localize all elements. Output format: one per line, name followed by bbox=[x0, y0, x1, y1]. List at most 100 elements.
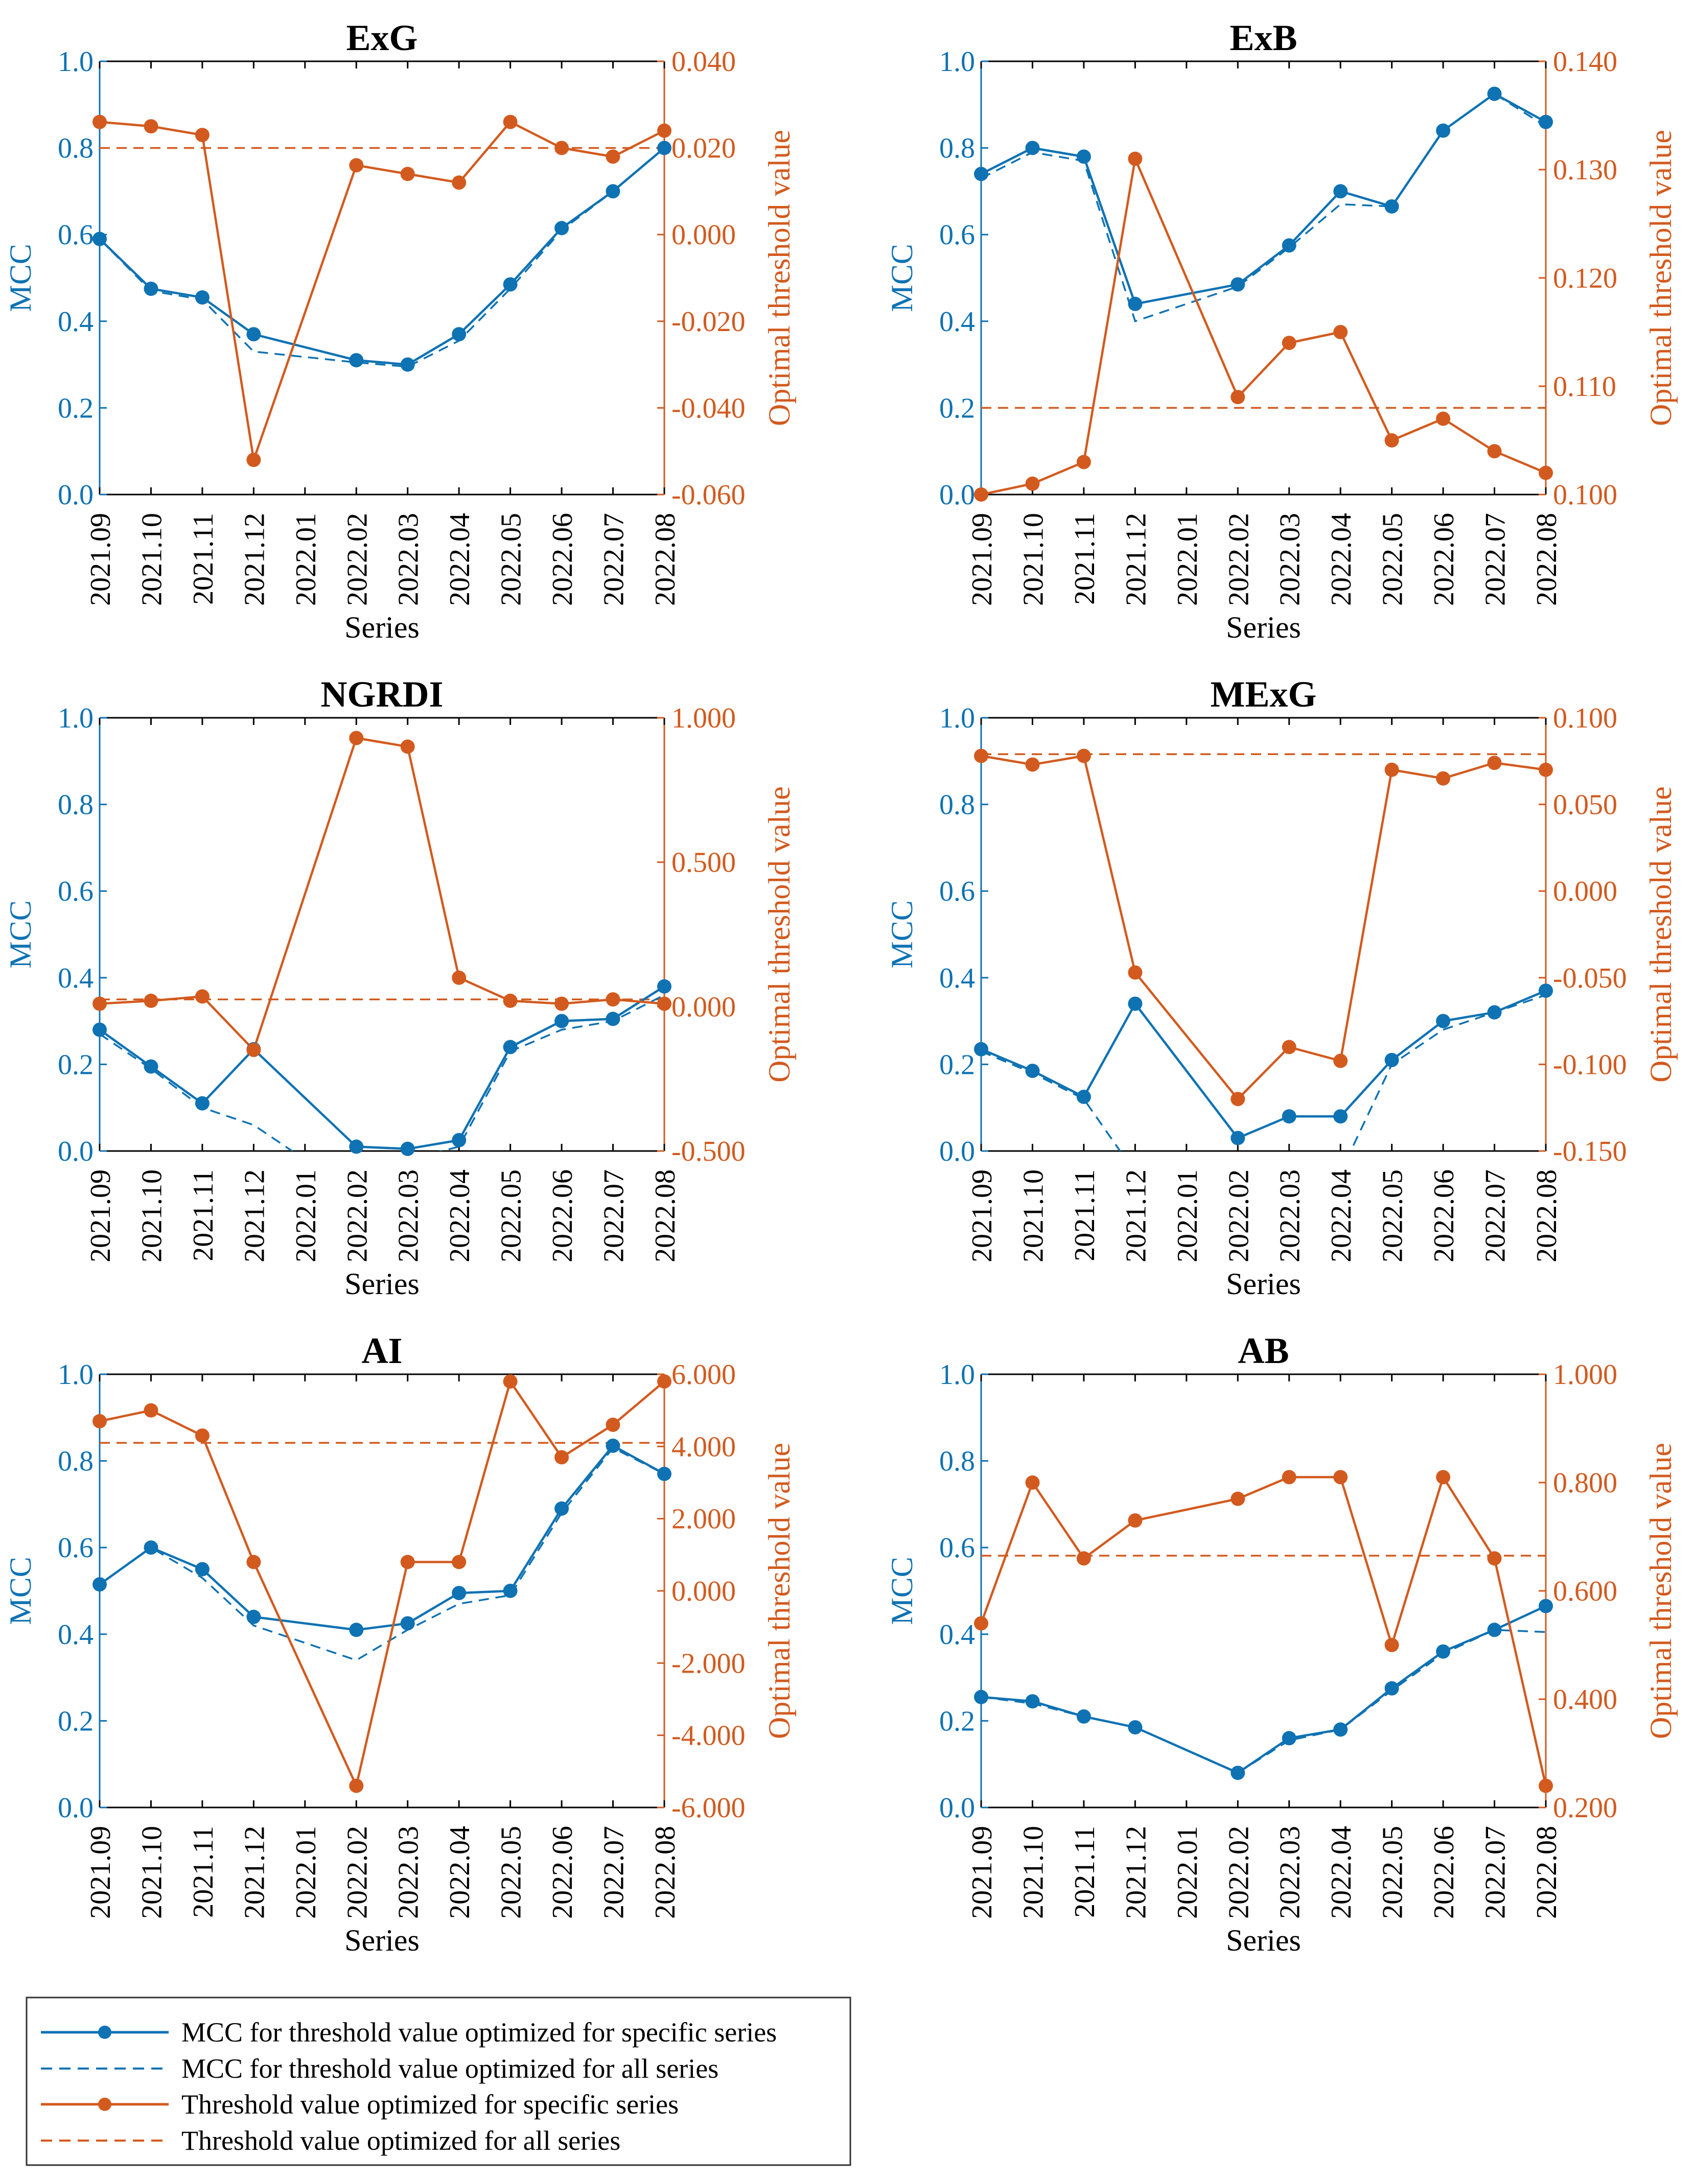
y-tick-label-left-ab: 1.0 bbox=[939, 1359, 975, 1391]
series-line-threshold-specific-mexg bbox=[981, 755, 1546, 1101]
y-tick-label-right-ngrdi: 0.000 bbox=[671, 991, 736, 1023]
y-tick-label-right-exg: -0.020 bbox=[671, 306, 746, 338]
data-point-threshold-specific-exb bbox=[1539, 465, 1553, 480]
data-point-threshold-specific-mexg bbox=[1436, 771, 1451, 786]
x-tick-label-ai: 2022.04 bbox=[444, 1826, 476, 1919]
data-point-threshold-specific-ab bbox=[1076, 1551, 1091, 1566]
series-line-threshold-specific-exb bbox=[981, 154, 1546, 495]
data-point-mcc-specific-mexg bbox=[1436, 1014, 1451, 1028]
data-point-mcc-specific-exg bbox=[554, 221, 569, 236]
data-point-mcc-specific-ai bbox=[503, 1584, 518, 1598]
y-tick-label-left-mexg: 0.6 bbox=[939, 876, 975, 907]
data-point-threshold-specific-exg bbox=[657, 123, 671, 138]
y-tick-label-left-ai: 0.0 bbox=[58, 1792, 94, 1824]
data-point-threshold-specific-ab bbox=[1231, 1491, 1245, 1506]
data-point-mcc-specific-ai bbox=[92, 1577, 107, 1592]
data-point-mcc-specific-mexg bbox=[1333, 1109, 1348, 1124]
y-tick-label-right-ab: 1.000 bbox=[1553, 1359, 1617, 1391]
legend-entry-threshold-all: Threshold value optimized for all series bbox=[41, 2125, 620, 2156]
y-tick-label-right-ngrdi: 1.000 bbox=[671, 702, 736, 734]
data-point-threshold-specific-exb bbox=[1025, 476, 1040, 491]
data-point-threshold-specific-exb bbox=[974, 487, 988, 502]
y-tick-label-right-mexg: 0.050 bbox=[1553, 789, 1617, 821]
series-group-exg bbox=[100, 120, 664, 460]
x-tick-label-ab: 2022.03 bbox=[1274, 1826, 1306, 1919]
data-point-threshold-specific-ab bbox=[1539, 1778, 1553, 1793]
x-tick-label-exb: 2022.05 bbox=[1377, 513, 1409, 606]
y-tick-label-left-ngrdi: 1.0 bbox=[58, 702, 94, 734]
x-tick-label-ab: 2021.12 bbox=[1120, 1826, 1152, 1919]
data-point-mcc-specific-ai bbox=[606, 1438, 620, 1453]
x-tick-label-ab: 2022.08 bbox=[1531, 1826, 1563, 1919]
x-axis-label-ngrdi: Series bbox=[344, 1267, 420, 1301]
data-point-threshold-specific-exb bbox=[1282, 336, 1296, 350]
series-line-threshold-specific-ngrdi bbox=[100, 737, 664, 1052]
data-point-threshold-specific-ngrdi bbox=[606, 992, 620, 1007]
data-point-threshold-specific-ngrdi bbox=[503, 994, 518, 1008]
y-tick-label-left-ai: 0.8 bbox=[58, 1446, 94, 1477]
x-tick-label-exg: 2021.10 bbox=[136, 513, 168, 606]
legend-label-threshold-specific: Threshold value optimized for specific s… bbox=[181, 2089, 679, 2120]
data-point-mcc-specific-exb bbox=[1282, 238, 1296, 253]
y-tick-label-left-exg: 1.0 bbox=[58, 46, 94, 78]
chart-title-mexg: MExG bbox=[1211, 674, 1317, 715]
y-tick-label-right-ai: 2.000 bbox=[671, 1504, 736, 1535]
data-point-mcc-specific-ab bbox=[1076, 1709, 1091, 1724]
data-point-mcc-specific-ab bbox=[1231, 1766, 1245, 1780]
y-tick-label-left-exb: 0.8 bbox=[939, 133, 975, 165]
y-tick-label-left-ngrdi: 0.2 bbox=[58, 1049, 94, 1081]
x-tick-label-exg: 2022.03 bbox=[393, 513, 425, 606]
panel-mexg: MExG 2021.09 2021.10 2021.11 2021.12 2022.01 2… bbox=[885, 674, 1678, 1301]
data-point-threshold-specific-mexg bbox=[1333, 1053, 1348, 1068]
series-group-ai bbox=[100, 1378, 664, 1790]
data-point-mcc-specific-exb bbox=[1487, 86, 1502, 101]
x-tick-label-exb: 2021.09 bbox=[966, 513, 998, 606]
y-tick-label-left-exb: 0.4 bbox=[939, 306, 975, 338]
data-point-threshold-specific-mexg bbox=[1384, 762, 1399, 777]
data-point-threshold-specific-exg bbox=[349, 158, 364, 173]
x-tick-label-mexg: 2022.05 bbox=[1377, 1169, 1409, 1262]
legend-entry-mcc-specific: MCC for threshold value optimized for sp… bbox=[41, 2017, 777, 2048]
legend-label-mcc-specific: MCC for threshold value optimized for sp… bbox=[181, 2017, 777, 2048]
data-point-mcc-specific-ab bbox=[1539, 1599, 1553, 1613]
legend-label-mcc-all: MCC for threshold value optimized for al… bbox=[181, 2053, 718, 2084]
data-point-mcc-specific-ngrdi bbox=[92, 1022, 107, 1037]
x-tick-label-exb: 2022.07 bbox=[1480, 513, 1512, 606]
x-tick-label-ai: 2021.09 bbox=[85, 1826, 117, 1919]
x-tick-label-exb: 2022.02 bbox=[1223, 513, 1255, 606]
data-point-mcc-specific-ai bbox=[400, 1616, 415, 1631]
chart-title-exg: ExG bbox=[346, 17, 417, 58]
data-point-threshold-specific-exb bbox=[1436, 411, 1451, 426]
y-tick-label-left-exg: 0.6 bbox=[58, 219, 94, 251]
x-tick-label-ngrdi: 2022.06 bbox=[547, 1169, 578, 1262]
y-tick-label-left-exg: 0.4 bbox=[58, 306, 94, 338]
data-point-threshold-specific-ngrdi bbox=[400, 739, 415, 754]
data-point-threshold-specific-mexg bbox=[1025, 757, 1040, 772]
x-tick-label-exb: 2022.01 bbox=[1172, 513, 1203, 606]
data-point-mcc-specific-exb bbox=[1128, 296, 1143, 311]
data-point-mcc-specific-ai bbox=[554, 1501, 569, 1516]
data-point-threshold-specific-ai bbox=[246, 1555, 261, 1569]
x-tick-label-ngrdi: 2021.12 bbox=[239, 1169, 270, 1262]
series-line-mcc-specific-ngrdi bbox=[100, 985, 664, 1150]
data-point-mcc-specific-exb bbox=[1384, 199, 1399, 214]
series-line-mcc-specific-exb bbox=[981, 92, 1546, 306]
data-point-mcc-specific-mexg bbox=[1025, 1064, 1040, 1078]
y-tick-label-left-ab: 0.4 bbox=[939, 1619, 975, 1651]
x-tick-label-ai: 2022.03 bbox=[393, 1826, 425, 1919]
data-point-mcc-specific-ab bbox=[1333, 1722, 1348, 1737]
x-tick-label-ngrdi: 2022.02 bbox=[341, 1169, 373, 1262]
y-axis-label-left-exg: MCC bbox=[4, 244, 37, 312]
x-tick-label-exg: 2022.01 bbox=[290, 513, 322, 606]
series-line-threshold-specific-exg bbox=[100, 120, 664, 460]
data-point-threshold-specific-exg bbox=[246, 453, 261, 467]
data-point-mcc-specific-exb bbox=[1025, 140, 1040, 155]
y-tick-label-left-mexg: 0.0 bbox=[939, 1136, 975, 1167]
x-tick-label-mexg: 2021.09 bbox=[966, 1169, 998, 1262]
data-point-threshold-specific-exb bbox=[1231, 390, 1245, 405]
data-point-mcc-specific-ai bbox=[349, 1623, 364, 1637]
data-point-mcc-specific-ngrdi bbox=[195, 1096, 210, 1111]
data-point-threshold-specific-ngrdi bbox=[554, 996, 569, 1011]
series-line-mcc-all-ab bbox=[981, 1629, 1546, 1774]
